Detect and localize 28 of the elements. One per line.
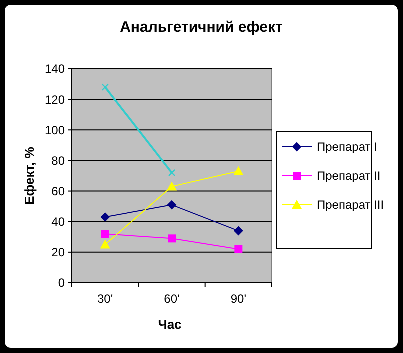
point bbox=[100, 240, 110, 249]
point bbox=[168, 234, 176, 243]
point bbox=[100, 212, 110, 222]
point bbox=[234, 245, 243, 254]
y-tick-label: 60 bbox=[52, 184, 66, 198]
x-tick-label: 90' bbox=[230, 292, 246, 306]
point bbox=[167, 182, 177, 191]
y-axis-title: Ефект, % bbox=[22, 146, 37, 205]
point bbox=[168, 200, 176, 210]
x-tick-label: 60' bbox=[164, 292, 180, 306]
legend-label: Препарат III bbox=[317, 198, 384, 212]
y-tick-label: 120 bbox=[44, 92, 66, 107]
y-tick-label: 0 bbox=[58, 276, 66, 290]
y-tick-label: 80 bbox=[52, 154, 66, 168]
x-axis-title: Час bbox=[158, 317, 182, 332]
y-tick-label: 40 bbox=[52, 215, 66, 230]
y-tick-label: 140 bbox=[44, 62, 66, 76]
chart-title: Анальгетичний ефект bbox=[120, 19, 283, 36]
point bbox=[101, 230, 110, 238]
point bbox=[168, 169, 176, 177]
point bbox=[234, 166, 244, 176]
point bbox=[234, 226, 244, 236]
y-tick-label: 100 bbox=[44, 123, 66, 138]
legend-label: Препарат I bbox=[317, 140, 378, 154]
legend-label: Препарат II bbox=[317, 169, 381, 184]
y-tick-label: 20 bbox=[52, 246, 66, 260]
point bbox=[102, 84, 109, 91]
x-tick-label: 30' bbox=[98, 292, 114, 306]
